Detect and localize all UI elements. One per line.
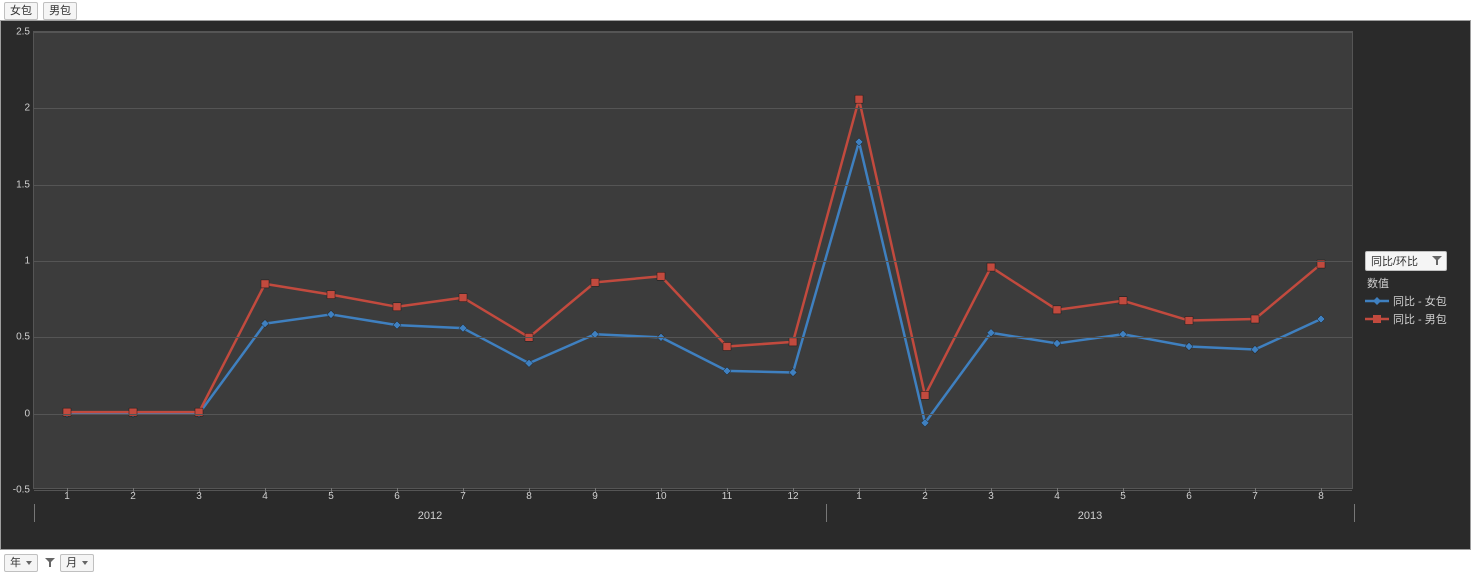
- series-marker: [855, 95, 863, 103]
- chevron-down-icon: [26, 561, 32, 565]
- y-tick-label: 2: [24, 103, 34, 114]
- filter-icon: [1431, 255, 1443, 267]
- series-marker: [789, 338, 797, 346]
- x-tick-mark: [661, 488, 662, 492]
- grid-line: [34, 337, 1352, 338]
- x-tick-mark: [1189, 488, 1190, 492]
- filter-icon[interactable]: [44, 557, 56, 569]
- grid-line: [34, 261, 1352, 262]
- legend-header-pill[interactable]: 同比/环比: [1365, 251, 1447, 271]
- x-group-label: 2013: [1078, 488, 1102, 522]
- y-tick-label: -0.5: [13, 485, 34, 496]
- legend-item[interactable]: 同比 - 女包: [1365, 293, 1447, 309]
- chevron-down-icon: [82, 561, 88, 565]
- x-tick-mark: [595, 488, 596, 492]
- chart-panel: -0.500.511.522.5123456789101112123456782…: [0, 20, 1471, 550]
- x-tick-mark: [529, 488, 530, 492]
- legend: 同比/环比 数值 同比 - 女包同比 - 男包: [1365, 251, 1447, 329]
- series-marker: [195, 408, 203, 416]
- x-tick-mark: [793, 488, 794, 492]
- filter-pill-year[interactable]: 年: [4, 554, 38, 572]
- y-tick-label: 2.5: [16, 27, 34, 38]
- series-line: [67, 99, 1321, 412]
- x-tick-mark: [859, 488, 860, 492]
- legend-item[interactable]: 同比 - 男包: [1365, 311, 1447, 327]
- y-tick-label: 0: [24, 408, 34, 419]
- top-filter-bar: 女包 男包: [4, 2, 79, 20]
- series-marker: [723, 342, 731, 350]
- series-marker: [789, 368, 797, 376]
- x-tick-mark: [463, 488, 464, 492]
- filter-pill-female[interactable]: 女包: [4, 2, 38, 20]
- grid-line: [34, 490, 1352, 491]
- x-group-label: 2012: [418, 488, 442, 522]
- legend-header-label: 同比/环比: [1371, 253, 1418, 269]
- x-tick-mark: [991, 488, 992, 492]
- legend-swatch: [1365, 295, 1389, 307]
- series-marker: [261, 280, 269, 288]
- series-marker: [129, 408, 137, 416]
- series-marker: [1317, 315, 1325, 323]
- series-marker: [987, 263, 995, 271]
- x-tick-mark: [925, 488, 926, 492]
- y-tick-label: 1.5: [16, 179, 34, 190]
- filter-pill-month[interactable]: 月: [60, 554, 94, 572]
- filter-pill-year-label: 年: [10, 557, 21, 569]
- grid-line: [34, 414, 1352, 415]
- x-tick-mark: [1057, 488, 1058, 492]
- series-marker: [855, 138, 863, 146]
- series-marker: [63, 408, 71, 416]
- series-marker: [1185, 342, 1193, 350]
- x-group-divider: [826, 504, 827, 522]
- series-marker: [327, 291, 335, 299]
- legend-item-label: 同比 - 女包: [1393, 293, 1447, 309]
- x-tick-mark: [1255, 488, 1256, 492]
- legend-item-label: 同比 - 男包: [1393, 311, 1447, 327]
- filter-pill-month-label: 月: [66, 557, 77, 569]
- plot-area: -0.500.511.522.5123456789101112123456782…: [33, 31, 1353, 489]
- y-tick-label: 1: [24, 256, 34, 267]
- x-tick-mark: [265, 488, 266, 492]
- series-marker: [1053, 306, 1061, 314]
- x-tick-mark: [1123, 488, 1124, 492]
- grid-line: [34, 32, 1352, 33]
- series-marker: [459, 294, 467, 302]
- series-marker: [1119, 297, 1127, 305]
- series-marker: [327, 310, 335, 318]
- x-tick-mark: [1321, 488, 1322, 492]
- x-tick-mark: [67, 488, 68, 492]
- grid-line: [34, 108, 1352, 109]
- series-marker: [1251, 346, 1259, 354]
- legend-swatch: [1365, 313, 1389, 325]
- series-marker: [921, 391, 929, 399]
- series-marker: [591, 278, 599, 286]
- x-tick-mark: [727, 488, 728, 492]
- series-marker: [1053, 339, 1061, 347]
- x-tick-mark: [331, 488, 332, 492]
- x-group-divider: [1354, 504, 1355, 522]
- series-marker: [393, 303, 401, 311]
- grid-line: [34, 185, 1352, 186]
- filter-pill-male[interactable]: 男包: [43, 2, 77, 20]
- series-marker: [1185, 317, 1193, 325]
- x-tick-mark: [199, 488, 200, 492]
- y-tick-label: 0.5: [16, 332, 34, 343]
- series-marker: [1251, 315, 1259, 323]
- x-tick-mark: [133, 488, 134, 492]
- x-tick-mark: [397, 488, 398, 492]
- bottom-filter-bar: 年 月: [4, 554, 96, 572]
- x-group-divider: [34, 504, 35, 522]
- series-marker: [657, 272, 665, 280]
- legend-section-label: 数值: [1367, 275, 1447, 291]
- chart-svg: [34, 32, 1352, 488]
- series-marker: [393, 321, 401, 329]
